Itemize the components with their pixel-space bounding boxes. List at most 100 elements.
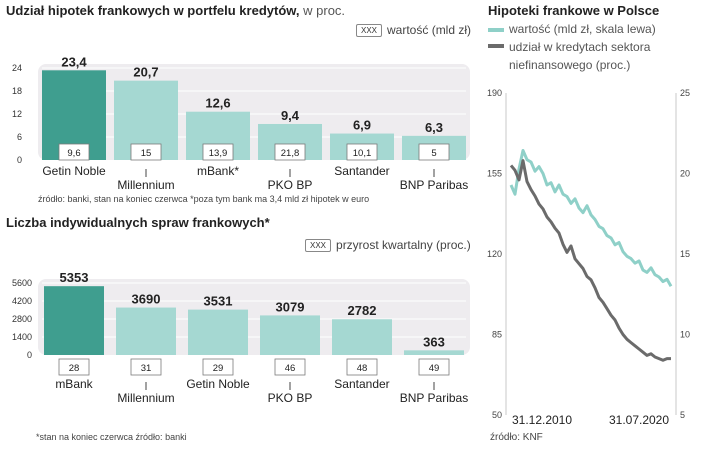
chart3-right-tick: 10 (680, 330, 690, 340)
chart2-bar (404, 350, 464, 355)
chart3-x-label-end: 31.07.2020 (609, 413, 669, 427)
chart2-category-label: Millennium (117, 391, 174, 405)
chart1-inner-label: 10,1 (353, 148, 372, 159)
chart3-right-tick: 25 (680, 88, 690, 98)
chart1-inner-box (130, 143, 162, 161)
chart2-bar (116, 307, 176, 355)
chart2-inner-label: 31 (141, 363, 152, 374)
chart2-category-label: Santander (334, 377, 389, 391)
chart3-left-tick: 85 (492, 330, 502, 340)
chart1-inner-label: 9,6 (67, 148, 80, 159)
chart2-legend-label: przyrost kwartalny (proc.) (336, 238, 471, 252)
chart2-category-label: PKO BP (268, 391, 313, 405)
chart1-value-label: 6,9 (353, 118, 371, 133)
chart1-legend-marker: XXX (356, 23, 383, 37)
chart3-left-tick: 120 (487, 249, 502, 259)
chart2-ytick: 2800 (12, 314, 32, 324)
chart3-title: Hipoteki frankowe w Polsce (488, 3, 660, 18)
chart1-category-label: mBank* (197, 164, 239, 178)
chart2-inner-label: 48 (357, 363, 368, 374)
chart2-inner-label: 29 (213, 363, 224, 374)
chart2-inner-label: 28 (69, 363, 80, 374)
chart1-inner-box (58, 143, 90, 161)
chart3-source-note: źródło: KNF (490, 432, 543, 443)
chart1-inner-box (346, 143, 378, 161)
chart2-value-label: 3531 (204, 294, 233, 309)
chart2-value-label: 363 (423, 334, 445, 349)
chart3-left-tick: 190 (487, 88, 502, 98)
chart2-ytick: 0 (27, 350, 32, 360)
chart1-category-label: BNP Paribas (400, 178, 468, 190)
chart2-value-label: 3690 (132, 292, 161, 307)
chart2-legend: XXX przyrost kwartalny (proc.) (305, 238, 471, 252)
chart1-ytick: 0 (17, 155, 22, 165)
chart2-inner-box (130, 358, 162, 376)
chart3-right-tick: 5 (680, 410, 685, 420)
chart2-title: Liczba indywidualnych spraw frankowych* (6, 215, 270, 230)
chart2-bar (44, 286, 104, 355)
chart1-inner-box (202, 143, 234, 161)
chart3-svg: 190 155 120 85 50 25 20 15 10 5 31.12.2010 31.07.20… (487, 88, 690, 427)
chart1-category-label: PKO BP (268, 178, 313, 190)
chart2-legend-marker: XXX (305, 238, 332, 252)
chart1-value-label: 20,7 (133, 65, 158, 80)
chart3-right-tick: 20 (680, 169, 690, 179)
chart1-category-label: Getin Noble (42, 164, 106, 178)
chart3-left-tick: 50 (492, 410, 502, 420)
chart1-ytick: 18 (12, 86, 22, 96)
chart2-bar (332, 319, 392, 355)
chart2-inner-box (58, 358, 90, 376)
chart3-series-value-line (509, 149, 673, 287)
chart1-legend-label: wartość (mld zł) (387, 23, 472, 37)
chart1-ytick: 12 (12, 109, 22, 119)
chart2-category-label: BNP Paribas (400, 391, 468, 405)
chart2-value-label: 5353 (60, 270, 89, 285)
chart3-x-label-start: 31.12.2010 (512, 413, 572, 427)
chart1-inner-box (418, 143, 450, 161)
chart1-inner-label: 15 (141, 148, 152, 159)
chart1-ytick: 24 (12, 63, 22, 73)
chart2-svg: 0 1400 2800 4200 5600 5353 28 mBank 3690 31 Millen… (12, 270, 470, 405)
chart2-inner-box (346, 358, 378, 376)
chart1-value-label: 9,4 (281, 108, 300, 123)
chart2-category-label: Getin Noble (186, 377, 250, 391)
chart2-ytick: 4200 (12, 296, 32, 306)
chart1-inner-label: 5 (431, 148, 436, 159)
chart1-category-label: Santander (334, 164, 389, 178)
chart2-bar (188, 309, 248, 355)
chart1-svg: 0 6 12 18 24 23,4 9,6 Getin Noble 20,7 15 Millenni… (12, 54, 470, 190)
chart3-left-tick: 155 (487, 169, 502, 179)
chart2-source-note: *stan na koniec czerwca źródło: banki (36, 432, 187, 442)
chart3-series-share-line (509, 159, 671, 362)
chart1-inner-label: 13,9 (209, 148, 228, 159)
chart2-inner-box (202, 358, 234, 376)
chart2-inner-label: 49 (429, 363, 440, 374)
chart1-value-label: 6,3 (425, 120, 443, 135)
chart2-value-label: 3079 (276, 299, 305, 314)
chart3-legend-swatch-value (488, 28, 504, 32)
chart1-source-note: źródło: banki, stan na koniec czerwca *p… (38, 194, 370, 204)
chart2-bar (260, 315, 320, 355)
chart2-inner-box (418, 358, 450, 376)
chart3-legend-swatch-share (488, 44, 504, 48)
chart2-inner-box (274, 358, 306, 376)
chart1-inner-box (274, 143, 306, 161)
chart1-legend: XXX wartość (mld zł) (356, 23, 471, 37)
chart2-ytick: 5600 (12, 278, 32, 288)
chart1-category-label: Millennium (117, 178, 174, 190)
chart2-inner-label: 46 (285, 363, 296, 374)
chart2-ytick: 1400 (12, 332, 32, 342)
chart1-ytick: 6 (17, 132, 22, 142)
chart1-title-text: Udział hipotek frankowych w portfelu kre… (6, 3, 300, 18)
chart3-right-tick: 15 (680, 249, 690, 259)
chart1-value-label: 12,6 (205, 96, 230, 111)
chart2-value-label: 2782 (348, 303, 377, 318)
chart1-inner-label: 21,8 (281, 148, 300, 159)
chart3-legend-label-value: wartość (mld zł, skala lewa) (509, 22, 656, 36)
chart1-title-unit: w proc. (303, 3, 346, 18)
chart1-title: Udział hipotek frankowych w portfelu kre… (6, 3, 345, 18)
chart3-legend-item-value: wartość (mld zł, skala lewa) (488, 22, 713, 36)
chart3-legend-item-share: udział w kredytach sektora niefinansoweg… (488, 38, 713, 74)
chart3-legend: wartość (mld zł, skala lewa) udział w kr… (488, 22, 713, 74)
chart2-category-label: mBank (55, 377, 93, 391)
